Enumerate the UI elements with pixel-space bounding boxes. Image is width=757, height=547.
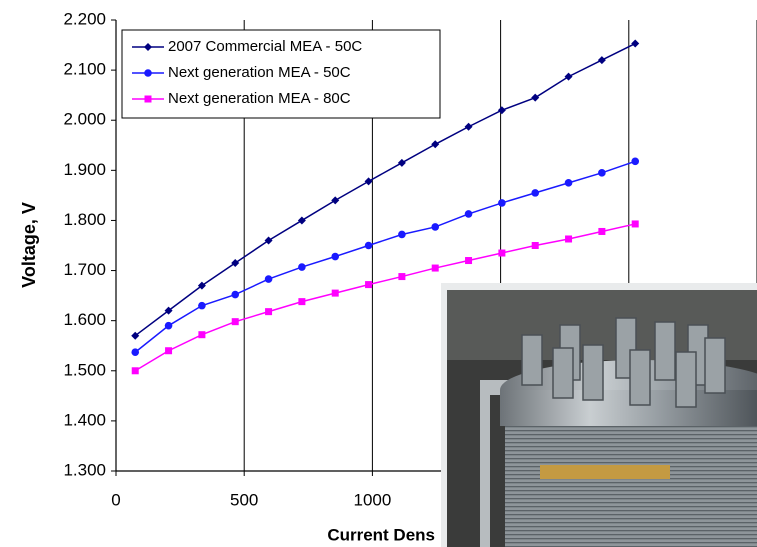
- data-point: [431, 140, 439, 148]
- data-point: [465, 123, 473, 131]
- data-point: [198, 302, 206, 310]
- y-tick-label: 1.600: [63, 310, 106, 329]
- data-point: [332, 290, 339, 297]
- y-tick-label: 2.100: [63, 60, 106, 79]
- data-point: [398, 231, 406, 239]
- x-axis-label: Current Dens: [327, 525, 435, 544]
- data-point: [465, 257, 472, 264]
- data-point: [398, 273, 405, 280]
- y-tick-label: 1.900: [63, 160, 106, 179]
- y-tick-label: 1.500: [63, 360, 106, 379]
- data-point: [432, 265, 439, 272]
- data-point: [598, 169, 606, 177]
- data-point: [131, 348, 139, 356]
- legend-label: Next generation MEA - 50C: [168, 64, 351, 81]
- data-point: [265, 308, 272, 315]
- photo-brass: [540, 465, 670, 479]
- data-point: [331, 196, 339, 204]
- y-axis-label: Voltage, V: [19, 202, 39, 288]
- data-point: [532, 242, 539, 249]
- data-point: [198, 331, 205, 338]
- data-point: [498, 199, 506, 207]
- data-point: [298, 298, 305, 305]
- y-tick-label: 1.800: [63, 210, 106, 229]
- x-tick-label: 0: [111, 490, 120, 509]
- data-point: [398, 159, 406, 167]
- data-point: [365, 177, 373, 185]
- legend-marker: [145, 96, 152, 103]
- legend-label: 2007 Commercial MEA - 50C: [168, 38, 362, 55]
- data-point: [265, 236, 273, 244]
- data-point: [631, 158, 639, 166]
- data-point: [565, 235, 572, 242]
- x-tick-label: 500: [230, 490, 258, 509]
- legend-marker: [144, 69, 152, 77]
- photo-stack: [505, 418, 757, 547]
- legend-label: Next generation MEA - 80C: [168, 90, 351, 107]
- data-point: [298, 216, 306, 224]
- data-point: [598, 56, 606, 64]
- y-tick-label: 2.200: [63, 9, 106, 28]
- data-point: [531, 189, 539, 197]
- legend: 2007 Commercial MEA - 50C Next generation…: [122, 30, 440, 118]
- chart: 1.300 1.400 1.500 1.600 1.700 1.800 1.900 2.000…: [0, 0, 757, 547]
- data-point: [565, 73, 573, 81]
- data-point: [331, 253, 339, 261]
- x-tick-label: 1000: [353, 490, 391, 509]
- photo-endplate-side: [500, 390, 757, 426]
- data-point: [132, 367, 139, 374]
- data-point: [631, 40, 639, 48]
- data-point: [498, 250, 505, 257]
- y-tick-label: 1.700: [63, 260, 106, 279]
- data-point: [565, 179, 573, 187]
- data-point: [365, 281, 372, 288]
- data-point: [598, 228, 605, 235]
- data-point: [365, 242, 373, 250]
- data-point: [231, 291, 239, 299]
- data-point: [431, 223, 439, 231]
- y-tick-label: 1.300: [63, 460, 106, 479]
- data-point: [498, 106, 506, 114]
- data-point: [265, 275, 273, 283]
- data-point: [165, 322, 173, 330]
- data-point: [465, 210, 473, 218]
- data-point: [632, 220, 639, 227]
- data-point: [232, 318, 239, 325]
- data-point: [231, 259, 239, 267]
- inset-photo: [441, 283, 757, 547]
- y-tick-label: 1.400: [63, 410, 106, 429]
- data-point: [298, 263, 306, 271]
- data-point: [165, 347, 172, 354]
- y-tick-label: 2.000: [63, 110, 106, 129]
- data-point: [531, 94, 539, 102]
